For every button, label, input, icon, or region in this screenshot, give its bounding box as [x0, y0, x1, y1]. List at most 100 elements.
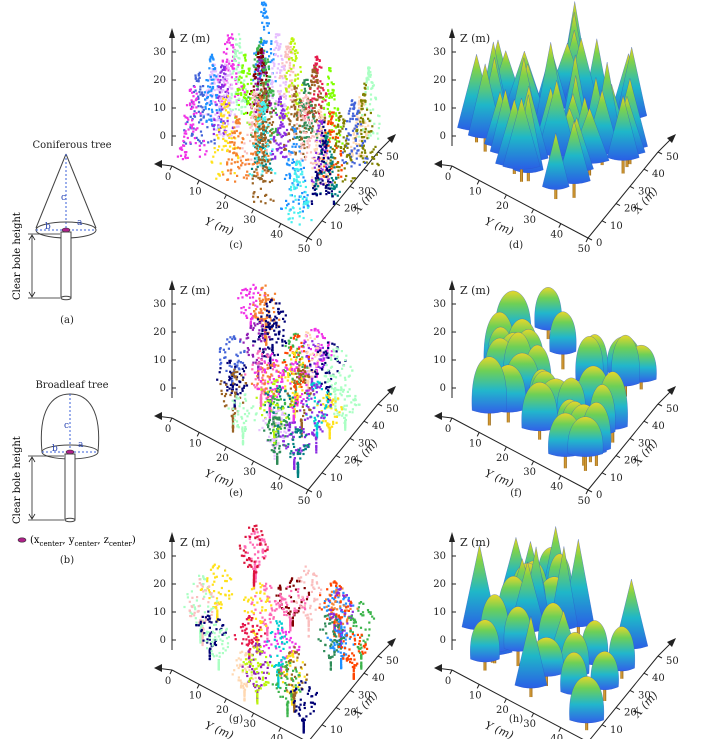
point: [369, 109, 372, 112]
point: [367, 134, 370, 137]
point: [295, 366, 299, 369]
point: [348, 152, 351, 155]
point: [315, 111, 318, 114]
point: [223, 395, 227, 398]
point: [333, 150, 336, 154]
point: [254, 312, 257, 315]
point: [234, 180, 237, 183]
bole-arrows: [28, 234, 36, 298]
point: [288, 107, 291, 110]
point: [337, 397, 340, 400]
point: [353, 403, 356, 406]
point: [308, 377, 311, 380]
point: [318, 124, 321, 127]
point: [268, 162, 272, 165]
point: [298, 150, 301, 153]
point: [289, 336, 292, 339]
point: [325, 167, 329, 170]
point: [326, 422, 329, 425]
point: [261, 298, 264, 301]
point: [269, 338, 272, 341]
point: [322, 89, 325, 92]
point: [277, 310, 280, 313]
point: [265, 166, 268, 169]
point: [255, 51, 258, 54]
point: [262, 105, 265, 108]
schematic-title: Coniferous tree: [32, 140, 111, 151]
point: [218, 371, 221, 374]
point: [264, 327, 267, 330]
point: [260, 317, 263, 320]
point: [360, 154, 363, 158]
point: [185, 104, 189, 107]
point: [363, 82, 366, 85]
point: [273, 48, 276, 51]
point: [231, 43, 234, 47]
point: [261, 94, 264, 97]
point: [280, 310, 283, 313]
point: [202, 85, 205, 88]
point: [317, 95, 320, 98]
point: [319, 92, 322, 95]
point: [274, 102, 277, 105]
point: [361, 102, 364, 105]
point: [263, 16, 266, 19]
point: [293, 368, 296, 371]
point: [320, 66, 323, 69]
point: [330, 181, 333, 184]
point: [287, 90, 290, 93]
point: [195, 92, 198, 95]
point: [268, 416, 271, 419]
point: [369, 75, 372, 78]
point: [259, 37, 262, 40]
point: [304, 334, 307, 337]
point: [278, 318, 281, 321]
point: [342, 125, 345, 128]
point: [194, 142, 197, 145]
point: [264, 284, 267, 287]
point: [223, 106, 226, 109]
point: [323, 163, 326, 166]
point: [315, 428, 319, 431]
point: [248, 292, 251, 295]
point: [366, 76, 369, 79]
point: [320, 421, 323, 424]
point: [266, 314, 269, 317]
point: [215, 103, 218, 106]
point: [240, 76, 243, 79]
point: [299, 130, 302, 133]
point: [261, 155, 264, 158]
point: [259, 362, 262, 365]
point: [320, 178, 323, 181]
point: [314, 150, 317, 153]
point: [326, 349, 329, 352]
point: [299, 373, 303, 376]
point: [267, 110, 270, 113]
point: [306, 202, 309, 205]
point: [206, 126, 209, 129]
point: [218, 91, 221, 94]
point-cloud-tree: [284, 160, 313, 226]
point: [348, 109, 351, 113]
point: [254, 378, 257, 381]
point: [293, 102, 296, 105]
point: [321, 359, 324, 362]
point: [311, 184, 314, 187]
point: [241, 387, 244, 390]
point: [304, 89, 307, 93]
point: [328, 428, 331, 432]
point: [308, 106, 311, 109]
point: [272, 58, 275, 61]
point: [308, 387, 311, 390]
point: [227, 106, 230, 109]
z-tick-label: 30: [433, 47, 446, 58]
point: [309, 92, 312, 95]
point: [268, 376, 271, 379]
point: [230, 94, 233, 97]
point: [237, 297, 240, 300]
point: [353, 114, 356, 117]
point: [327, 378, 330, 381]
point: [313, 329, 316, 332]
point: [237, 125, 240, 128]
point: [258, 92, 261, 95]
